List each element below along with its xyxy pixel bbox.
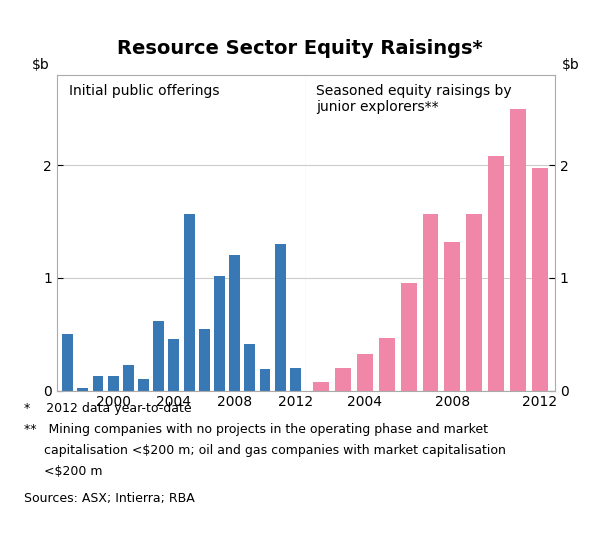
Bar bbox=[123, 365, 134, 391]
Bar bbox=[532, 168, 548, 391]
Bar bbox=[510, 109, 526, 391]
Bar bbox=[214, 275, 225, 391]
Bar bbox=[138, 379, 149, 391]
Bar bbox=[445, 242, 460, 391]
Bar bbox=[313, 382, 329, 391]
Text: $b: $b bbox=[32, 58, 50, 71]
Bar bbox=[422, 213, 439, 391]
Bar bbox=[229, 255, 240, 391]
Text: **   Mining companies with no projects in the operating phase and market: ** Mining companies with no projects in … bbox=[24, 423, 488, 435]
Text: $b: $b bbox=[562, 58, 580, 71]
Bar bbox=[244, 345, 255, 391]
Bar bbox=[169, 338, 179, 391]
Bar bbox=[260, 369, 271, 391]
Text: Resource Sector Equity Raisings*: Resource Sector Equity Raisings* bbox=[117, 39, 483, 58]
Bar bbox=[401, 284, 416, 391]
Bar bbox=[108, 376, 119, 391]
Text: Sources: ASX; Intierra; RBA: Sources: ASX; Intierra; RBA bbox=[24, 492, 195, 505]
Bar bbox=[275, 244, 286, 391]
Bar bbox=[184, 213, 194, 391]
Bar bbox=[153, 321, 164, 391]
Bar bbox=[488, 156, 504, 391]
Text: <$200 m: <$200 m bbox=[24, 465, 103, 478]
Text: capitalisation <$200 m; oil and gas companies with market capitalisation: capitalisation <$200 m; oil and gas comp… bbox=[24, 444, 506, 456]
Text: *    2012 data year-to-date: * 2012 data year-to-date bbox=[24, 402, 191, 414]
Bar bbox=[357, 355, 373, 391]
Bar bbox=[92, 376, 103, 391]
Bar bbox=[62, 334, 73, 391]
Text: Seasoned equity raisings by
junior explorers**: Seasoned equity raisings by junior explo… bbox=[316, 84, 512, 115]
Bar bbox=[77, 388, 88, 391]
Bar bbox=[379, 337, 395, 391]
Bar bbox=[335, 368, 351, 391]
Text: Initial public offerings: Initial public offerings bbox=[70, 84, 220, 98]
Bar bbox=[199, 329, 210, 391]
Bar bbox=[290, 368, 301, 391]
Bar bbox=[466, 213, 482, 391]
